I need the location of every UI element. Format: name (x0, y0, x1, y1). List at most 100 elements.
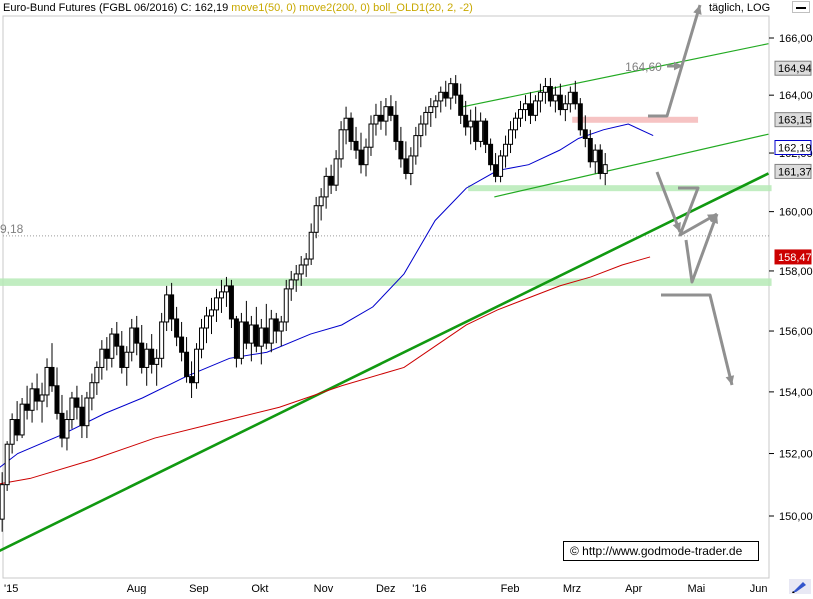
candle (423, 106, 429, 136)
candle-body (348, 117, 354, 142)
candle (532, 95, 538, 122)
ma1-legend: move1(50, 0) (231, 2, 297, 14)
candle-body (582, 129, 588, 140)
price-box: 162,19 (774, 140, 812, 156)
candle-body (557, 94, 563, 111)
price-box-label: 163,15 (778, 115, 812, 127)
candle-body (308, 231, 314, 260)
candle (199, 318, 205, 359)
candle-body (54, 385, 60, 414)
close-value: C: 162,19 (180, 2, 229, 14)
price-box: 163,15 (774, 112, 812, 128)
candle-body (463, 114, 469, 128)
bullish-arrow-top-head (693, 5, 702, 15)
y-tick-label: 158,00 (779, 266, 813, 278)
candle (29, 382, 35, 423)
candle (383, 98, 389, 136)
x-tick-label: Mrz (563, 583, 581, 594)
support-zone-lower (0, 278, 772, 286)
candle-body (542, 86, 548, 93)
candle-body (433, 100, 439, 108)
candle-body (44, 366, 50, 396)
y-tick-label: 150,00 (779, 511, 813, 523)
x-axis: '15 Aug Sep Okt Nov Dez '16 Feb Mrz Apr Mai Jun (4, 583, 768, 594)
candle-body (134, 327, 140, 344)
candle (69, 391, 75, 429)
candle-body (223, 285, 229, 293)
candle (562, 95, 568, 122)
chart-header: Euro-Bund Futures (FGBL 06/2016) C: 162,… (3, 1, 473, 15)
ma200-line (0, 256, 651, 485)
candle (19, 398, 25, 439)
candle (527, 92, 533, 125)
candle (74, 385, 80, 420)
candle (338, 121, 344, 168)
candle-body (518, 109, 524, 119)
candle-body (363, 146, 369, 166)
candle-body (104, 348, 110, 359)
candle (79, 394, 85, 439)
x-tick-label: Nov (314, 583, 334, 594)
candle-body (298, 264, 304, 275)
candle-body (233, 318, 239, 359)
candles-layer (0, 75, 608, 532)
candle (547, 77, 553, 107)
candle-body (323, 175, 329, 198)
x-tick-label: Mai (687, 583, 705, 594)
candle (0, 472, 5, 532)
candle-body (228, 285, 234, 320)
retest-arrow-head (709, 214, 718, 224)
candle-body (4, 443, 10, 486)
retest-arrow (684, 213, 719, 284)
ma50-line (0, 123, 654, 468)
candle-body (139, 342, 145, 368)
candle (223, 276, 229, 307)
candle (592, 144, 598, 174)
pen-icon (792, 582, 806, 593)
draw-tool-button[interactable] (789, 579, 811, 594)
candle (318, 188, 324, 221)
candle (228, 279, 234, 329)
candle (557, 83, 563, 116)
y-tick-label: 152,00 (779, 449, 813, 461)
candle-body (39, 394, 45, 402)
candle (448, 77, 454, 110)
candle (388, 95, 394, 122)
copyright-box: © http://www.godmode-trader.de (563, 541, 759, 561)
x-tick-label: '15 (4, 583, 18, 594)
price-box-bg (774, 140, 812, 156)
candle (288, 270, 294, 301)
candle-body (19, 403, 25, 436)
candle (114, 321, 120, 356)
candle-body (498, 155, 504, 177)
candle-body (423, 111, 429, 125)
candle-body (14, 419, 20, 436)
price-box-label: 164,94 (778, 63, 812, 75)
y-axis: 150,00 152,00 154,00 156,00 158,00 160,00 162,… (769, 33, 813, 523)
candle-body (587, 138, 593, 163)
copyright-text: © http://www.godmode-trader.de (570, 544, 743, 558)
collapse-button[interactable] (792, 1, 810, 13)
candle-body (9, 419, 15, 445)
candle-body (268, 318, 274, 344)
annotations-layer: 164,60 159,18 (0, 60, 662, 236)
candle (4, 441, 10, 491)
candle (353, 126, 359, 159)
candle (59, 394, 65, 448)
candle (243, 300, 249, 350)
candle-body (318, 196, 324, 207)
candle-body (343, 117, 349, 131)
candle (463, 100, 469, 136)
x-tick-label: Feb (501, 583, 520, 594)
candle (94, 361, 100, 395)
candle (478, 112, 484, 148)
candle-body (488, 143, 494, 166)
candle (104, 337, 110, 371)
candle (298, 256, 304, 286)
candle-body (398, 140, 404, 160)
candle (44, 358, 50, 408)
candle-body (114, 333, 120, 347)
candle (49, 343, 55, 392)
price-box-bg (774, 60, 812, 76)
candle-body (69, 397, 75, 421)
